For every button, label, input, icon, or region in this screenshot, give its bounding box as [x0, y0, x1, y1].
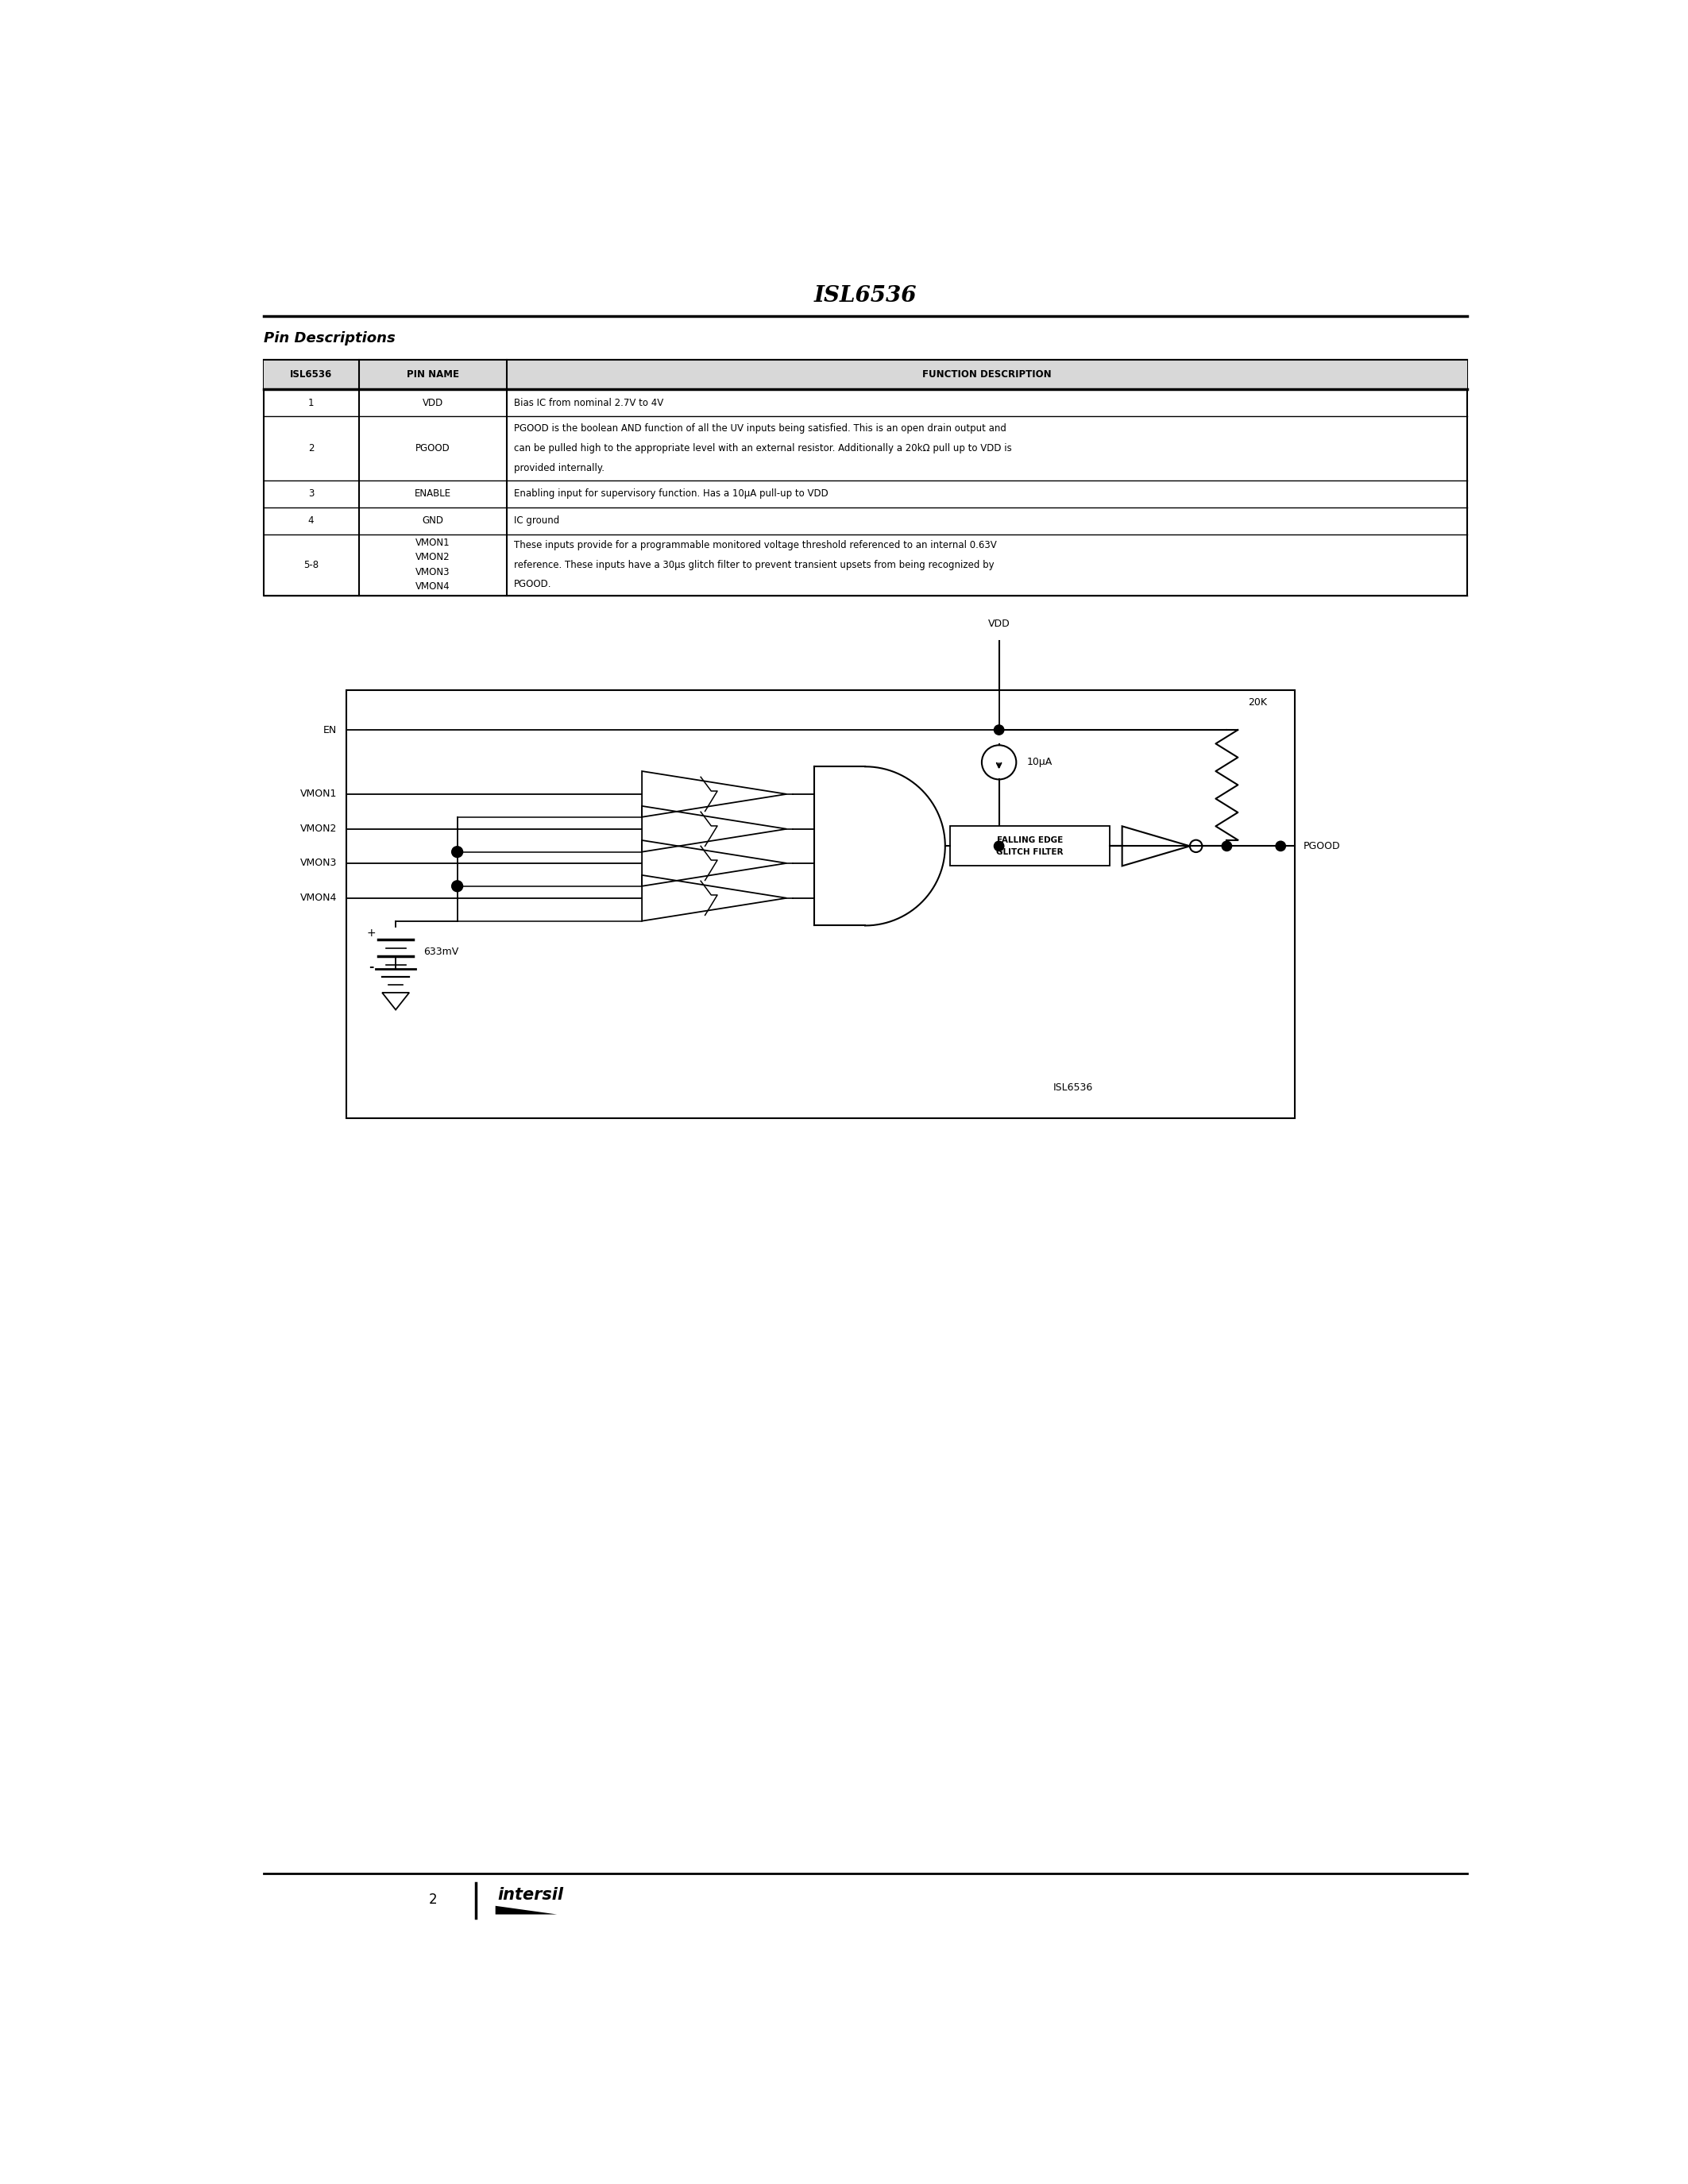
Text: 4: 4 — [307, 515, 314, 526]
Text: FALLING EDGE: FALLING EDGE — [996, 836, 1063, 843]
Bar — [263, 360, 1467, 389]
Text: VMON4: VMON4 — [415, 581, 451, 592]
Text: Pin Descriptions: Pin Descriptions — [263, 332, 395, 345]
Text: reference. These inputs have a 30μs glitch filter to prevent transient upsets fr: reference. These inputs have a 30μs glit… — [513, 559, 994, 570]
Text: 2: 2 — [429, 1894, 437, 1907]
Text: VMON2: VMON2 — [415, 553, 451, 563]
Circle shape — [1222, 841, 1232, 852]
Text: 20K: 20K — [1249, 697, 1268, 708]
Text: PGOOD is the boolean AND function of all the UV inputs being satisfied. This is : PGOOD is the boolean AND function of all… — [513, 424, 1006, 435]
Text: VMON4: VMON4 — [300, 893, 338, 904]
Text: 3: 3 — [309, 489, 314, 498]
Text: These inputs provide for a programmable monitored voltage threshold referenced t: These inputs provide for a programmable … — [513, 539, 996, 550]
Text: can be pulled high to the appropriate level with an external resistor. Additiona: can be pulled high to the appropriate le… — [513, 443, 1011, 454]
Text: VMON2: VMON2 — [300, 823, 338, 834]
Text: Bias IC from nominal 2.7V to 4V: Bias IC from nominal 2.7V to 4V — [513, 397, 663, 408]
Circle shape — [994, 841, 1004, 852]
Text: intersil: intersil — [498, 1887, 564, 1902]
Text: PGOOD.: PGOOD. — [513, 579, 552, 590]
Text: 1: 1 — [307, 397, 314, 408]
Text: 633mV: 633mV — [424, 946, 459, 957]
Text: 5-8: 5-8 — [304, 559, 319, 570]
Text: provided internally.: provided internally. — [513, 463, 604, 474]
Text: -: - — [368, 961, 373, 972]
Polygon shape — [495, 1907, 557, 1915]
Text: 2: 2 — [307, 443, 314, 454]
Text: VDD: VDD — [422, 397, 442, 408]
Bar — [346, 690, 1295, 1118]
Circle shape — [452, 847, 463, 858]
Text: VMON1: VMON1 — [415, 537, 451, 548]
Bar — [950, 826, 1109, 867]
Circle shape — [994, 725, 1004, 734]
Text: ISL6536: ISL6536 — [1053, 1083, 1092, 1092]
Text: PGOOD: PGOOD — [1303, 841, 1340, 852]
Text: GND: GND — [422, 515, 444, 526]
Text: ENABLE: ENABLE — [414, 489, 451, 498]
Text: IC ground: IC ground — [513, 515, 559, 526]
Text: Enabling input for supervisory function. Has a 10μA pull-up to VDD: Enabling input for supervisory function.… — [513, 489, 829, 498]
Text: VMON1: VMON1 — [300, 788, 338, 799]
Text: GLITCH FILTER: GLITCH FILTER — [996, 847, 1063, 856]
Text: ISL6536: ISL6536 — [290, 369, 333, 380]
Text: ISL6536: ISL6536 — [814, 284, 917, 306]
Text: 10μA: 10μA — [1026, 758, 1052, 767]
Text: EN: EN — [324, 725, 338, 736]
Text: VMON3: VMON3 — [415, 568, 451, 577]
Circle shape — [452, 880, 463, 891]
Text: VDD: VDD — [987, 618, 1009, 629]
Text: VMON3: VMON3 — [300, 858, 338, 869]
Text: PIN NAME: PIN NAME — [407, 369, 459, 380]
Circle shape — [1276, 841, 1286, 852]
Bar — [263, 360, 1467, 596]
Text: PGOOD: PGOOD — [415, 443, 451, 454]
Text: +: + — [366, 928, 376, 939]
Text: FUNCTION DESCRIPTION: FUNCTION DESCRIPTION — [922, 369, 1052, 380]
